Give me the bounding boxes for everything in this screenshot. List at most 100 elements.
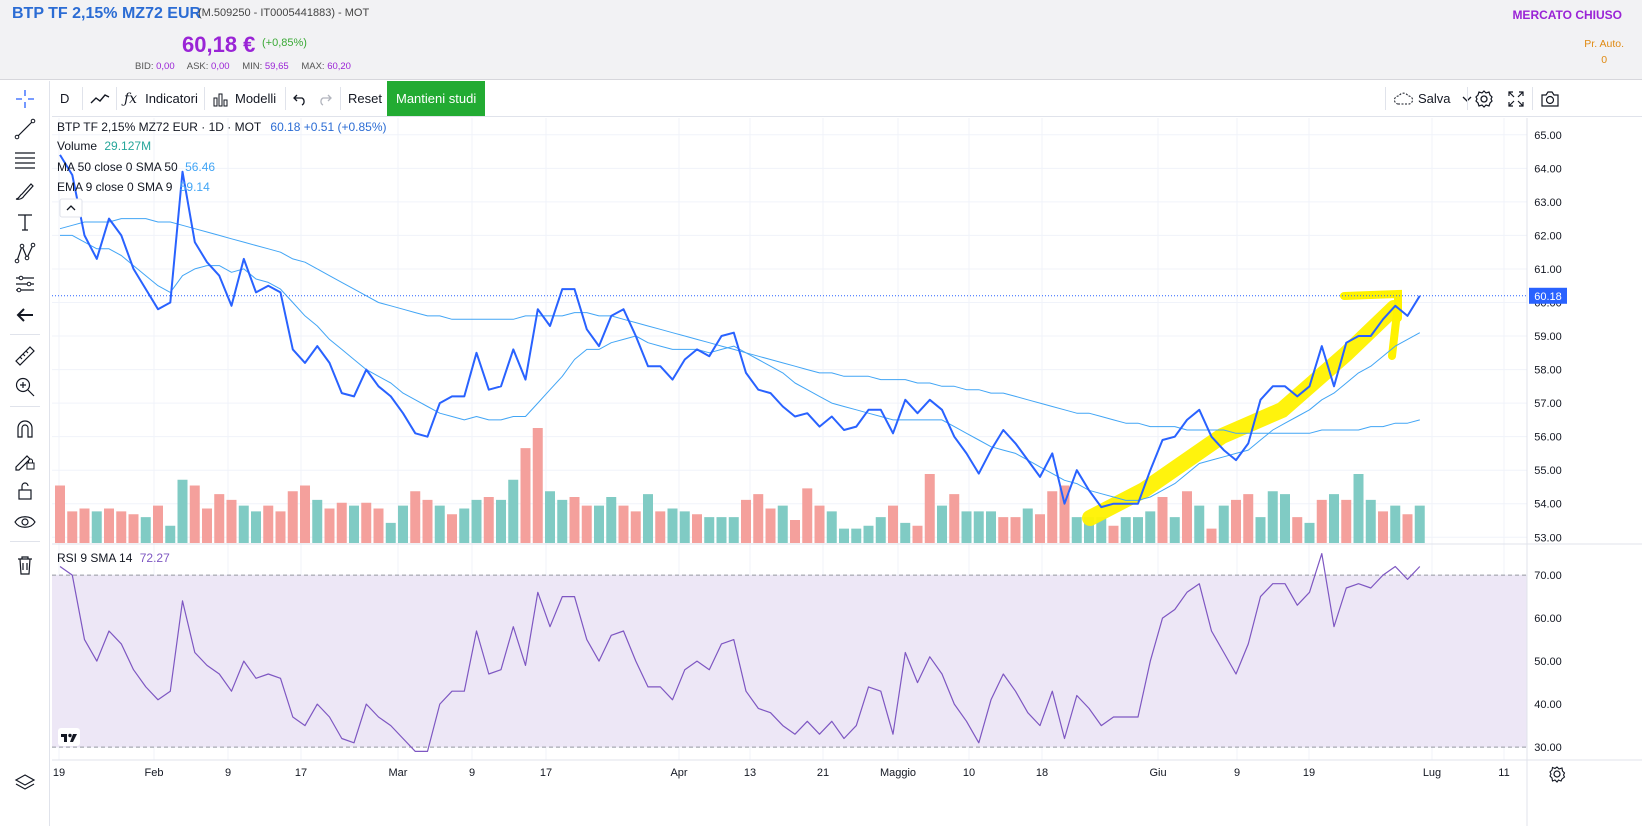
- volume-bar: [1120, 517, 1131, 543]
- chart-area[interactable]: 65.00 64.00 63.00 62.00 61.00 60.00 59.00 58.00…: [52, 118, 1642, 831]
- volume-bar: [91, 511, 102, 543]
- highlight-stroke: [1082, 300, 1402, 526]
- volume-bar: [447, 514, 457, 543]
- volume-bar: [214, 494, 225, 543]
- volume-bar: [1047, 491, 1058, 543]
- axes: 65.00 64.00 63.00 62.00 61.00 60.00 59.00 58.00…: [53, 130, 1562, 779]
- save-button[interactable]: Salva: [1392, 81, 1473, 116]
- legend-collapse-button[interactable]: [59, 198, 83, 218]
- snapshot-button[interactable]: [1540, 81, 1560, 116]
- lock-draw-icon[interactable]: [13, 448, 37, 472]
- min-label: MIN:: [242, 61, 263, 72]
- ema-legend[interactable]: EMA 9 close 0 SMA 9 59.14: [57, 180, 210, 194]
- ma-legend[interactable]: MA 50 close 0 SMA 50 56.46: [57, 160, 215, 174]
- legend-last: 60.18: [270, 120, 301, 134]
- rsi-tick-label: 50.00: [1534, 656, 1562, 668]
- volume-bar: [741, 499, 751, 543]
- back-arrow-icon[interactable]: [13, 303, 37, 327]
- volume-bar: [422, 499, 433, 543]
- rsi-band: [52, 574, 1527, 748]
- volume-bar: [349, 505, 359, 543]
- settings-button[interactable]: [1474, 81, 1494, 116]
- volume-bar: [275, 511, 286, 543]
- volume-bar: [410, 491, 421, 543]
- brush-icon[interactable]: [13, 179, 37, 203]
- max-label: MAX:: [301, 61, 325, 72]
- price-tick-label: 59.00: [1534, 331, 1562, 343]
- volume-bar: [238, 505, 249, 543]
- eye-icon[interactable]: [13, 510, 37, 534]
- tradingview-logo-icon[interactable]: [58, 728, 80, 746]
- rsi-tick-label: 70.00: [1534, 570, 1562, 582]
- volume-bar: [177, 479, 188, 543]
- volume-bar: [202, 508, 212, 543]
- ask-value: 0,00: [211, 61, 230, 72]
- volume-bar: [839, 528, 849, 543]
- lock-icon[interactable]: [13, 479, 37, 503]
- legend-symbol[interactable]: BTP TF 2,15% MZ72 EUR · 1D · MOT: [57, 120, 262, 134]
- ma-value: 56.46: [185, 160, 216, 174]
- trash-icon[interactable]: [13, 553, 37, 577]
- max-value: 60,20: [327, 61, 351, 72]
- instrument-title[interactable]: BTP TF 2,15% MZ72 EUR: [12, 5, 202, 22]
- fib-icon[interactable]: [13, 148, 37, 172]
- volume-bar: [1255, 517, 1266, 543]
- templates-button[interactable]: Modelli: [212, 81, 276, 116]
- volume-bar: [961, 511, 972, 543]
- rsi-legend[interactable]: RSI 9 SMA 14 72.27: [57, 551, 170, 565]
- time-tick-label: 19: [1303, 767, 1315, 779]
- ruler-icon[interactable]: [13, 344, 37, 368]
- volume-bar: [924, 474, 935, 543]
- fullscreen-button[interactable]: [1507, 81, 1525, 116]
- volume-bar: [385, 522, 396, 543]
- axis-settings-icon[interactable]: [1549, 766, 1566, 783]
- toolbar-divider: [116, 87, 117, 110]
- chart-type-button[interactable]: [90, 81, 110, 116]
- price-tick-label: 64.00: [1534, 163, 1562, 175]
- magnet-icon[interactable]: [13, 417, 37, 441]
- volume-bar: [1267, 491, 1278, 543]
- reset-button[interactable]: Reset: [348, 81, 382, 116]
- volume-bar: [643, 494, 653, 543]
- volume-bar: [1341, 499, 1352, 543]
- keep-studies-button[interactable]: Mantieni studi: [387, 81, 486, 116]
- layers-icon[interactable]: [13, 771, 37, 795]
- interval-button[interactable]: D: [60, 81, 69, 116]
- volume-bar: [802, 488, 813, 543]
- pattern-icon[interactable]: [13, 241, 37, 265]
- time-tick-label: 9: [469, 767, 475, 779]
- volume-bar: [679, 511, 690, 543]
- indicators-button[interactable]: ƒx Indicatori: [124, 81, 198, 116]
- time-tick-label: 9: [1234, 767, 1240, 779]
- redo-button[interactable]: [317, 81, 333, 116]
- forecast-icon[interactable]: [13, 272, 37, 296]
- volume-bar: [1206, 528, 1217, 543]
- volume-legend[interactable]: Volume 29.127M: [57, 139, 151, 153]
- volume-bar: [312, 499, 323, 543]
- price-tick-label: 57.00: [1534, 398, 1562, 410]
- chart-canvas[interactable]: 65.00 64.00 63.00 62.00 61.00 60.00 59.00 58.00…: [52, 118, 1642, 826]
- volume-bar: [324, 508, 335, 543]
- volume-bar: [434, 505, 445, 543]
- toolbar-divider: [82, 87, 83, 110]
- volume-bar: [1084, 517, 1094, 543]
- volume-bar: [508, 479, 519, 543]
- volume-bar: [1316, 499, 1327, 543]
- price-tick-label: 55.00: [1534, 465, 1562, 477]
- trendline-icon[interactable]: [13, 117, 37, 141]
- volume-bar: [251, 511, 261, 543]
- market-status: MERCATO CHIUSO: [1512, 8, 1622, 22]
- volume-bar: [606, 497, 617, 543]
- volume-bar: [1010, 517, 1021, 543]
- undo-button[interactable]: [292, 81, 308, 116]
- crosshair-icon[interactable]: [13, 87, 37, 111]
- volume-bar: [655, 511, 666, 543]
- time-tick-label: 21: [817, 767, 829, 779]
- text-icon[interactable]: [13, 210, 37, 234]
- time-tick-label: 10: [963, 767, 975, 779]
- time-tick-label: 9: [225, 767, 231, 779]
- zoom-icon[interactable]: [13, 375, 37, 399]
- volume-bar: [875, 517, 886, 543]
- volume-bar: [569, 497, 580, 543]
- ask-label: ASK:: [186, 61, 209, 72]
